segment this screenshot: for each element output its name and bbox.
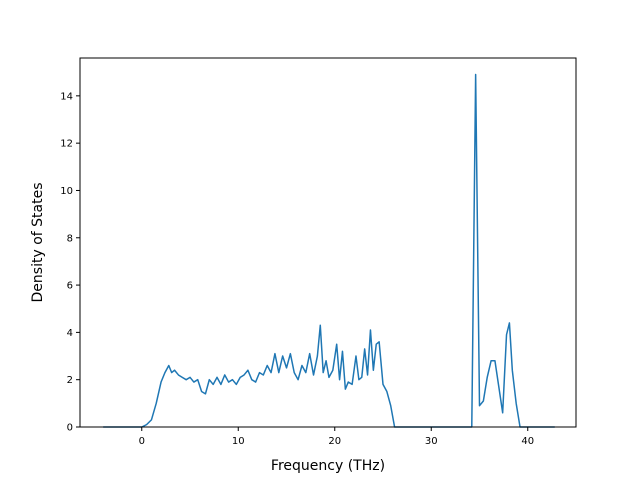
x-tick-label: 30 — [425, 436, 438, 447]
dos-series-line-0 — [103, 73, 555, 428]
y-tick-label: 14 — [60, 91, 73, 102]
y-tick-label: 4 — [67, 328, 73, 339]
plot-area — [103, 73, 555, 428]
axis-ticks: 0 10 20 30 40 0 2 4 6 8 10 12 14 — [60, 91, 534, 447]
y-tick-label: 0 — [67, 423, 73, 434]
x-tick-label: 10 — [232, 436, 245, 447]
axes-frame — [79, 57, 577, 428]
x-tick-label: 20 — [328, 436, 341, 447]
y-tick-label: 6 — [67, 281, 73, 292]
y-tick-label: 12 — [60, 139, 73, 150]
y-tick-label: 10 — [60, 186, 73, 197]
x-axis-label: Frequency (THz) — [271, 458, 385, 474]
y-axis-label: Density of States — [30, 183, 46, 303]
y-tick-label: 2 — [67, 375, 73, 386]
y-tick-label: 8 — [67, 233, 73, 244]
x-tick-label: 0 — [139, 436, 145, 447]
x-tick-label: 40 — [521, 436, 534, 447]
